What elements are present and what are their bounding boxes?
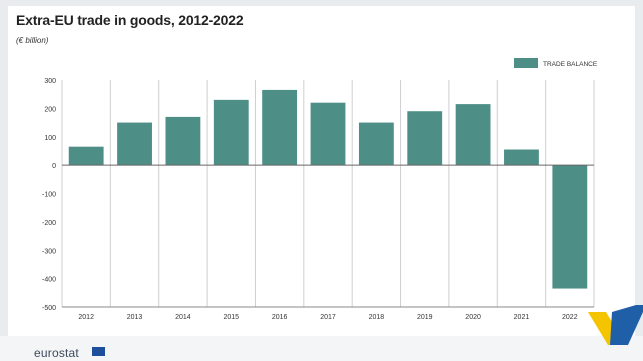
x-tick-label: 2015 — [223, 314, 239, 321]
x-tick-label: 2018 — [369, 314, 385, 321]
bar-2017 — [310, 102, 346, 166]
y-tick-label: -300 — [42, 248, 56, 255]
y-tick-label: 100 — [44, 135, 56, 142]
x-tick-label: 2021 — [514, 314, 530, 321]
bar-2018 — [358, 122, 394, 166]
chart-unit-label: (€ billion) — [16, 36, 49, 45]
bar-2020 — [455, 104, 491, 166]
bar-2022 — [552, 165, 588, 289]
eurostat-logo-text: eurostat — [34, 346, 79, 360]
x-tick-label: 2020 — [465, 314, 481, 321]
y-tick-label: -500 — [42, 305, 56, 312]
x-tick-label: 2012 — [78, 314, 94, 321]
y-tick-label: 200 — [44, 106, 56, 113]
bar-2012 — [68, 146, 104, 166]
eu-flag-icon — [92, 347, 105, 356]
y-tick-label: -200 — [42, 220, 56, 227]
blue-chevron-shape — [610, 305, 643, 345]
y-tick-label: 0 — [52, 163, 56, 170]
x-tick-label: 2016 — [272, 314, 288, 321]
y-tick-label: -400 — [42, 277, 56, 284]
bar-2019 — [407, 111, 443, 166]
footer-bar — [0, 336, 643, 361]
y-tick-label: -100 — [42, 192, 56, 199]
chart-title: Extra-EU trade in goods, 2012-2022 — [16, 12, 244, 28]
x-tick-label: 2022 — [562, 314, 578, 321]
x-tick-label: 2017 — [320, 314, 336, 321]
bar-2021 — [504, 149, 539, 166]
x-tick-label: 2013 — [127, 314, 143, 321]
legend-swatch — [514, 58, 538, 68]
bar-2015 — [213, 99, 249, 166]
bar-2013 — [117, 122, 152, 166]
bar-2016 — [262, 89, 298, 166]
y-tick-label: 300 — [44, 78, 56, 85]
x-tick-label: 2019 — [417, 314, 433, 321]
legend-label: TRADE BALANCE — [543, 61, 598, 68]
x-tick-label: 2014 — [175, 314, 191, 321]
bar-2014 — [165, 116, 201, 166]
